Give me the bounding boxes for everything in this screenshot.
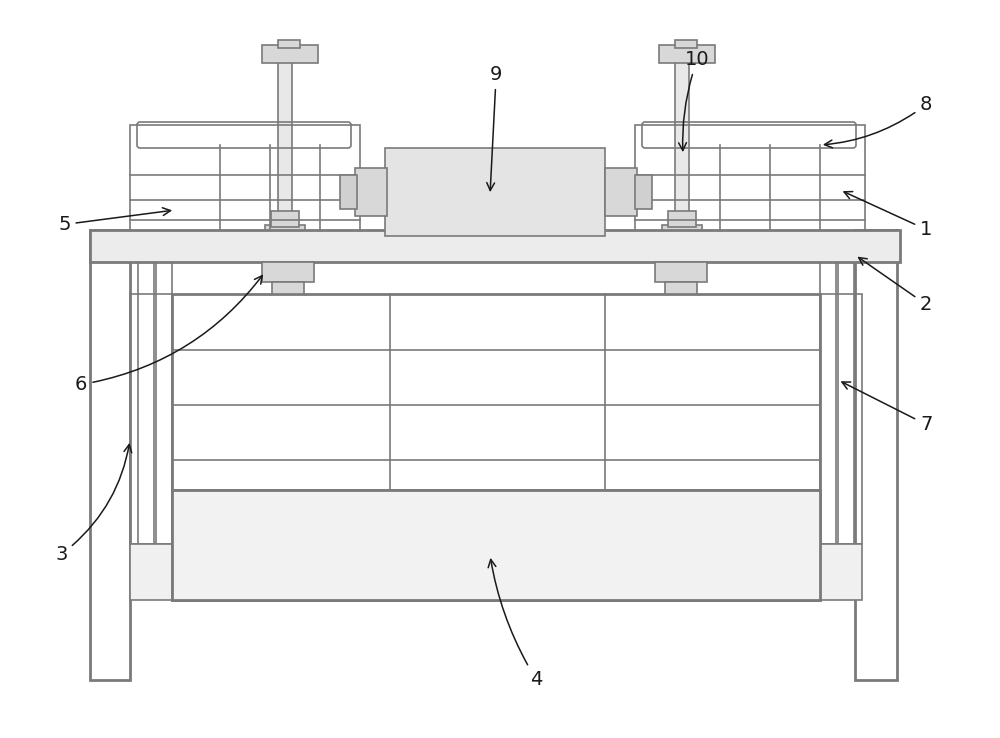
Bar — [265, 225, 305, 239]
Bar — [665, 282, 697, 294]
Text: 7: 7 — [842, 382, 932, 434]
Bar — [172, 294, 820, 600]
Text: 10: 10 — [679, 50, 710, 151]
Bar — [668, 211, 696, 227]
Bar — [172, 490, 820, 600]
Bar — [271, 211, 299, 227]
Text: 5: 5 — [58, 207, 171, 234]
Bar — [655, 262, 707, 282]
Bar — [659, 45, 715, 63]
Bar — [385, 148, 605, 236]
Bar — [635, 175, 652, 209]
Bar — [90, 230, 130, 680]
Text: 2: 2 — [859, 258, 932, 314]
Bar — [855, 230, 897, 680]
Bar — [635, 125, 865, 237]
Text: 8: 8 — [824, 95, 932, 148]
Bar — [820, 250, 836, 590]
Bar — [278, 60, 292, 232]
Bar — [138, 250, 154, 590]
Bar — [675, 60, 689, 232]
Bar — [130, 544, 172, 600]
Text: 6: 6 — [75, 275, 262, 394]
Text: 1: 1 — [844, 192, 932, 239]
Bar — [278, 40, 300, 48]
Bar — [355, 168, 387, 216]
Bar — [130, 294, 172, 544]
Bar — [272, 282, 304, 294]
Bar — [820, 294, 862, 544]
Text: 4: 4 — [488, 559, 542, 689]
Bar — [820, 544, 862, 600]
Bar — [90, 230, 900, 262]
Bar — [662, 225, 702, 239]
Bar — [340, 175, 357, 209]
Bar — [838, 250, 854, 590]
Bar — [156, 250, 172, 590]
Bar — [130, 125, 360, 237]
Bar — [262, 45, 318, 63]
Bar — [262, 262, 314, 282]
Bar — [675, 40, 697, 48]
Bar — [605, 168, 637, 216]
Text: 9: 9 — [487, 65, 502, 190]
Text: 3: 3 — [55, 444, 132, 564]
